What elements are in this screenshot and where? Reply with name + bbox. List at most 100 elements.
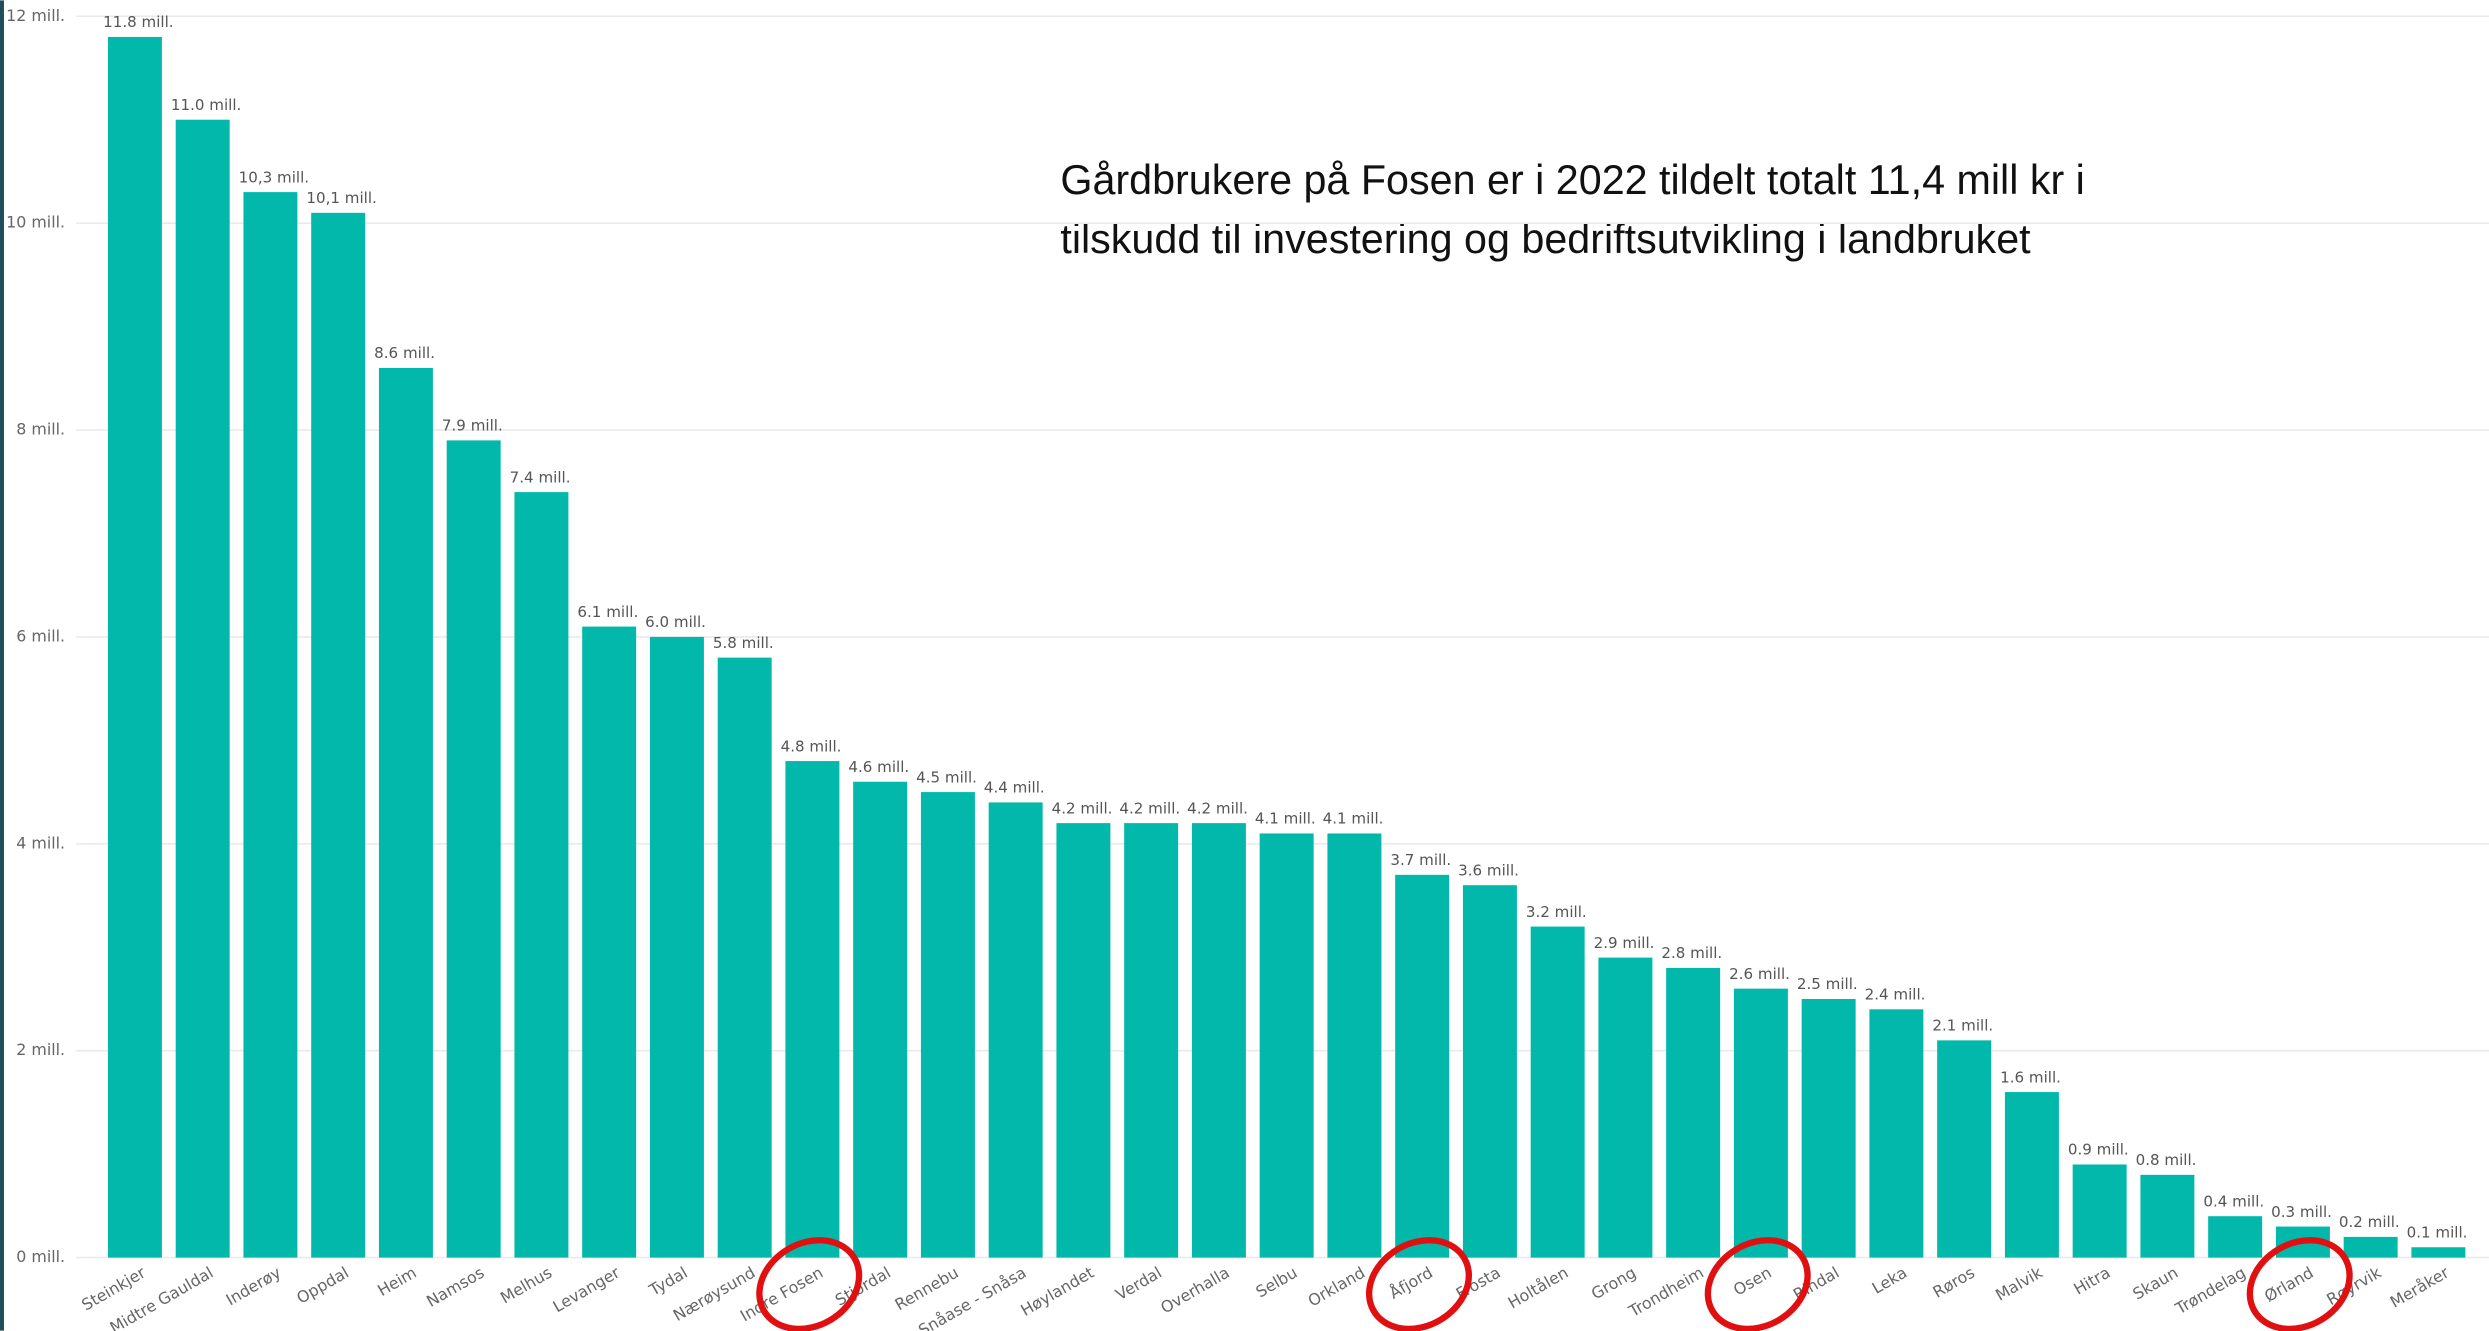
- x-tick-label: Trøndelag: [2171, 1263, 2249, 1319]
- x-tick-label: Ørland: [2261, 1263, 2317, 1306]
- bar: [785, 761, 840, 1258]
- bar: [920, 792, 975, 1258]
- x-tick-label: Stjørdal: [832, 1263, 894, 1310]
- data-label: 6.0 mill.: [645, 613, 706, 631]
- bar: [1530, 926, 1585, 1258]
- bar: [2208, 1216, 2263, 1258]
- highlight-circle: [2246, 1237, 2353, 1331]
- bar: [1666, 967, 1721, 1258]
- x-tick-label: Selbu: [1253, 1263, 1301, 1302]
- data-label: 6.1 mill.: [577, 603, 638, 621]
- x-tick-label: Heim: [374, 1263, 419, 1300]
- data-label: 3.7 mill.: [1390, 851, 1451, 869]
- bar: [988, 802, 1043, 1258]
- data-label: 0.2 mill.: [2339, 1213, 2400, 1231]
- x-tick-label: Grong: [1588, 1263, 1639, 1304]
- data-label: 7.9 mill.: [442, 417, 503, 435]
- data-label: 0.8 mill.: [2136, 1151, 2197, 1169]
- data-label: 4.6 mill.: [848, 758, 909, 776]
- bar: [2004, 1092, 2059, 1258]
- bar: [243, 192, 298, 1258]
- bar: [1327, 833, 1382, 1258]
- x-tick-label: Meråker: [2387, 1263, 2453, 1312]
- x-tick-label: Høylandet: [1017, 1263, 1097, 1320]
- y-tick-label: 12 mill.: [6, 6, 65, 25]
- y-tick-label: 4 mill.: [16, 833, 65, 852]
- y-tick-label: 10 mill.: [6, 213, 65, 232]
- x-tick-label: Røyrvik: [2323, 1262, 2385, 1309]
- bar: [2072, 1164, 2127, 1258]
- bar: [446, 440, 501, 1258]
- x-tick-label: Skaun: [2129, 1263, 2181, 1304]
- bar: [1395, 874, 1450, 1258]
- data-label: 0.4 mill.: [2203, 1192, 2264, 1210]
- data-label: 10,3 mill.: [239, 168, 309, 186]
- bar: [582, 626, 637, 1258]
- bar: [514, 492, 569, 1258]
- bar: [1462, 885, 1517, 1258]
- bar: [175, 119, 230, 1258]
- bar: [378, 367, 433, 1258]
- x-tick-label: Holtålen: [1505, 1263, 1572, 1313]
- data-label: 3.2 mill.: [1526, 903, 1587, 921]
- data-label: 2.8 mill.: [1661, 944, 1722, 962]
- data-label: 4.5 mill.: [916, 768, 977, 786]
- data-label: 8.6 mill.: [374, 344, 435, 362]
- bar: [2343, 1236, 2398, 1258]
- x-tick-label: Malvik: [1992, 1262, 2046, 1304]
- bar: [1598, 957, 1653, 1258]
- x-tick-label: Verdal: [1112, 1263, 1165, 1304]
- x-tick-label: Trondheim: [1625, 1263, 1707, 1321]
- bar: [1733, 988, 1788, 1258]
- annotation: Gårdbrukere på Fosen er i 2022 tildelt t…: [1060, 157, 2085, 203]
- y-tick-label: 2 mill.: [16, 1040, 65, 1059]
- x-tick-label: Oppdal: [293, 1263, 352, 1308]
- data-label: 2.9 mill.: [1594, 934, 1655, 952]
- data-label: 4.1 mill.: [1323, 810, 1384, 828]
- y-tick-label: 8 mill.: [16, 420, 65, 439]
- data-label: 0.1 mill.: [2407, 1223, 2468, 1241]
- data-label: 11.8 mill.: [103, 13, 173, 31]
- data-label: 0.9 mill.: [2068, 1141, 2129, 1159]
- highlight-circle: [1365, 1237, 1472, 1331]
- data-label: 4.2 mill.: [1052, 799, 1113, 817]
- bar: [649, 636, 704, 1258]
- bar: [717, 657, 772, 1258]
- data-label: 4.4 mill.: [984, 779, 1045, 797]
- x-tick-label: Hitra: [2070, 1263, 2113, 1299]
- data-label: 5.8 mill.: [713, 634, 774, 652]
- data-label: 2.4 mill.: [1865, 986, 1926, 1004]
- y-tick-label: 0 mill.: [16, 1247, 65, 1266]
- highlight-circle: [756, 1237, 863, 1331]
- bar: [1869, 1009, 1924, 1258]
- bar: [1056, 823, 1111, 1258]
- bar: [2140, 1174, 2195, 1258]
- x-tick-label: Røros: [1930, 1263, 1978, 1302]
- data-label: 4.2 mill.: [1187, 799, 1248, 817]
- bar: [1124, 823, 1179, 1258]
- left-edge: [0, 0, 4, 1331]
- highlight-circle: [1704, 1237, 1811, 1331]
- x-tick-label: Tydal: [645, 1263, 691, 1300]
- x-tick-label: Overhalla: [1157, 1263, 1232, 1318]
- bar: [1191, 823, 1246, 1258]
- y-tick-label: 6 mill.: [16, 626, 65, 645]
- x-tick-label: Inderøy: [223, 1263, 285, 1310]
- x-tick-label: Osen: [1730, 1263, 1775, 1300]
- data-label: 2.5 mill.: [1797, 975, 1858, 993]
- x-tick-label: Melhus: [497, 1263, 555, 1308]
- data-label: 4.1 mill.: [1255, 810, 1316, 828]
- data-label: 4.2 mill.: [1119, 799, 1180, 817]
- data-label: 11.0 mill.: [171, 96, 241, 114]
- x-tick-label: Åfjord: [1386, 1263, 1436, 1303]
- x-tick-label: Leka: [1869, 1263, 1911, 1298]
- data-label: 0.3 mill.: [2271, 1203, 2332, 1221]
- bar: [853, 781, 908, 1258]
- data-label: 2.6 mill.: [1729, 965, 1790, 983]
- data-label: 7.4 mill.: [510, 468, 571, 486]
- data-label: 4.8 mill.: [781, 737, 842, 755]
- bar: [107, 36, 162, 1258]
- data-label: 2.1 mill.: [1932, 1017, 1993, 1035]
- data-label: 10,1 mill.: [306, 189, 376, 207]
